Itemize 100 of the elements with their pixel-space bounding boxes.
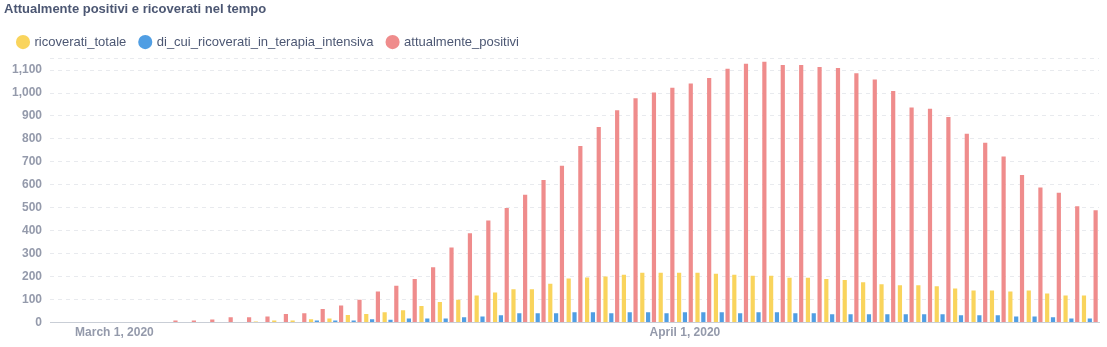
y-tick-label: 500 xyxy=(22,200,43,215)
bar xyxy=(872,79,877,323)
legend-label: ricoverati_totale xyxy=(34,33,127,49)
y-tick-label: 700 xyxy=(22,154,43,169)
bar xyxy=(265,316,270,323)
bar xyxy=(958,315,964,323)
bar xyxy=(738,313,743,323)
bar xyxy=(548,283,553,323)
bar xyxy=(357,299,362,323)
bar xyxy=(835,68,841,323)
y-tick-label: 0 xyxy=(35,314,43,329)
bar xyxy=(916,285,921,323)
bar xyxy=(830,314,835,323)
bar xyxy=(995,315,1000,323)
bar xyxy=(861,282,866,323)
bar xyxy=(498,315,503,323)
bar xyxy=(701,312,706,323)
y-tick-label: 600 xyxy=(22,177,43,192)
bar xyxy=(743,63,749,323)
bar xyxy=(210,319,215,323)
bar xyxy=(756,312,761,323)
bar xyxy=(946,116,951,323)
bar xyxy=(670,87,675,323)
bar xyxy=(891,90,896,323)
bar xyxy=(412,278,417,323)
legend-label: attualmente_positivi xyxy=(404,33,520,49)
bar xyxy=(646,312,651,323)
bar xyxy=(449,247,454,323)
bar xyxy=(805,277,811,323)
bar xyxy=(909,107,914,323)
bar xyxy=(1087,318,1092,323)
bar xyxy=(535,313,540,323)
bar xyxy=(922,314,927,323)
bar xyxy=(983,142,988,323)
bar xyxy=(302,313,307,323)
bar xyxy=(339,305,344,323)
bar xyxy=(903,314,908,323)
bar xyxy=(780,65,785,323)
bar xyxy=(246,317,252,323)
y-tick-label: 100 xyxy=(22,291,43,306)
bar xyxy=(1056,192,1061,323)
bar xyxy=(615,110,620,323)
y-tick-label: 900 xyxy=(22,108,43,123)
bar xyxy=(554,313,559,323)
bar xyxy=(787,277,792,323)
bar xyxy=(559,165,565,323)
chart-title: Attualmente positivi e ricoverati nel tempo xyxy=(4,1,267,17)
bar xyxy=(848,314,853,323)
bar xyxy=(842,279,847,323)
bar xyxy=(572,312,577,323)
bar xyxy=(308,319,314,323)
bar xyxy=(462,317,467,323)
bar xyxy=(590,312,596,323)
legend-label: di_cui_ricoverati_in_terapia_intensiva xyxy=(156,33,375,49)
bar xyxy=(627,312,632,323)
bar xyxy=(1032,316,1037,323)
bar xyxy=(388,319,393,323)
bar xyxy=(651,92,657,323)
bar xyxy=(437,301,442,323)
bar xyxy=(578,146,583,323)
y-tick-label: 300 xyxy=(22,246,43,261)
bar xyxy=(640,272,645,323)
bar xyxy=(283,313,288,323)
bar xyxy=(885,314,890,323)
bar xyxy=(750,275,755,323)
bar xyxy=(811,313,816,323)
bar xyxy=(621,274,626,323)
bar xyxy=(1075,206,1080,323)
bar xyxy=(866,314,872,323)
bar xyxy=(713,273,719,323)
bar xyxy=(375,291,381,323)
x-tick-label: March 1, 2020 xyxy=(75,325,155,340)
bar xyxy=(1026,290,1031,323)
bar xyxy=(824,278,829,323)
bar xyxy=(688,83,693,323)
bar xyxy=(964,133,969,323)
bar xyxy=(897,285,903,323)
bar xyxy=(677,272,682,323)
y-tick-label: 1,000 xyxy=(12,85,43,100)
bar xyxy=(603,276,608,323)
bar xyxy=(584,277,590,323)
bar xyxy=(1063,295,1068,323)
y-tick-label: 1,100 xyxy=(12,62,43,77)
bar xyxy=(541,180,546,323)
bar xyxy=(467,233,473,323)
bar xyxy=(934,286,939,323)
bar xyxy=(774,312,780,323)
bar xyxy=(762,61,767,323)
y-tick-label: 400 xyxy=(22,223,43,238)
bar xyxy=(486,220,491,323)
bar xyxy=(382,312,387,323)
bar xyxy=(419,306,424,323)
bar xyxy=(511,289,516,323)
bar xyxy=(406,318,411,323)
bar xyxy=(596,127,601,323)
bar xyxy=(1014,316,1019,323)
y-tick-label: 200 xyxy=(22,269,43,283)
bar xyxy=(879,284,884,323)
bar xyxy=(1045,293,1050,323)
bar xyxy=(504,208,509,323)
